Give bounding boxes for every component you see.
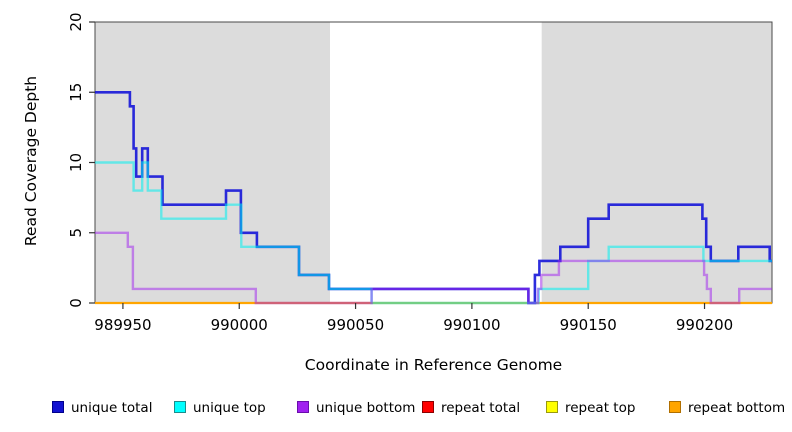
legend-swatch-repeat-total bbox=[422, 401, 434, 413]
legend-label: repeat top bbox=[565, 400, 636, 416]
legend-item-unique-top: unique top bbox=[174, 397, 266, 416]
x-axis-title: Coordinate in Reference Genome bbox=[304, 356, 563, 374]
legend-label: unique total bbox=[71, 400, 153, 416]
legend-label: unique top bbox=[193, 400, 266, 416]
legend: unique total unique top unique bottom repea… bbox=[0, 397, 792, 417]
x-tick-label: 990100 bbox=[443, 316, 500, 334]
legend-item-unique-total: unique total bbox=[52, 397, 153, 416]
legend-swatch-unique-total bbox=[52, 401, 64, 413]
legend-swatch-unique-bottom bbox=[297, 401, 309, 413]
x-tick-label: 990200 bbox=[676, 316, 733, 334]
legend-item-repeat-total: repeat total bbox=[422, 397, 521, 416]
legend-swatch-repeat-bottom bbox=[669, 401, 681, 413]
legend-item-unique-bottom: unique bottom bbox=[297, 397, 416, 416]
x-tick-label: 989950 bbox=[94, 316, 151, 334]
legend-swatch-repeat-top bbox=[546, 401, 558, 413]
x-tick-label: 990150 bbox=[560, 316, 617, 334]
y-tick-label: 5 bbox=[67, 228, 85, 238]
legend-item-repeat-top: repeat top bbox=[546, 397, 636, 416]
series-line-unique-bottom bbox=[95, 231, 772, 305]
y-tick-label: 20 bbox=[67, 12, 85, 31]
shaded-region bbox=[541, 22, 772, 303]
y-tick-label: 0 bbox=[67, 298, 85, 308]
y-tick-label: 15 bbox=[67, 83, 85, 102]
legend-label: repeat bottom bbox=[688, 400, 786, 416]
x-tick-label: 990000 bbox=[211, 316, 268, 334]
y-axis-title: Read Coverage Depth bbox=[22, 75, 40, 247]
legend-label: unique bottom bbox=[316, 400, 416, 416]
x-tick-label: 990050 bbox=[327, 316, 384, 334]
y-tick-label: 10 bbox=[67, 153, 85, 172]
legend-item-repeat-bottom: repeat bottom bbox=[669, 397, 786, 416]
legend-swatch-unique-top bbox=[174, 401, 186, 413]
legend-label: repeat total bbox=[441, 400, 521, 416]
